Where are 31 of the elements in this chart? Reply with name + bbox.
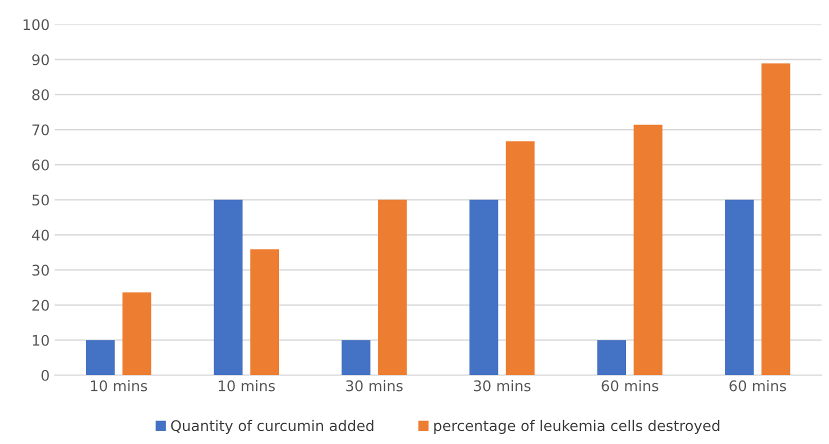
legend-label: Quantity of curcumin added	[171, 420, 374, 434]
y-tick-label: 40	[32, 230, 49, 241]
legend-label: percentage of leukemia cells destroyed	[434, 420, 720, 434]
x-tick-label: 10 mins	[91, 380, 148, 392]
x-tick-label: 10 mins	[218, 380, 275, 392]
x-tick-label: 60 mins	[602, 380, 658, 392]
y-tick-label: 20	[32, 300, 49, 311]
bar	[725, 200, 754, 376]
bar	[122, 292, 152, 376]
x-tick-label: 60 mins	[730, 380, 786, 392]
y-tick-label: 0	[42, 370, 49, 381]
bar	[214, 200, 243, 376]
bar	[250, 249, 280, 376]
bar	[378, 200, 407, 376]
bar	[342, 340, 370, 376]
bar	[86, 340, 115, 376]
bar	[597, 340, 626, 376]
y-tick-label: 60	[32, 159, 49, 170]
y-tick-label: 70	[32, 124, 49, 136]
bar	[469, 200, 498, 376]
bar	[761, 63, 790, 376]
y-tick-label: 100	[24, 19, 49, 30]
bar	[506, 141, 535, 376]
y-tick-label: 50	[32, 194, 49, 206]
bar	[634, 124, 662, 376]
x-tick-label: 30 mins	[474, 380, 530, 392]
x-tick-label: 30 mins	[346, 380, 403, 392]
y-tick-label: 80	[32, 89, 49, 100]
y-tick-label: 30	[32, 264, 49, 276]
y-tick-label: 10	[32, 334, 49, 346]
y-tick-label: 90	[32, 54, 49, 66]
